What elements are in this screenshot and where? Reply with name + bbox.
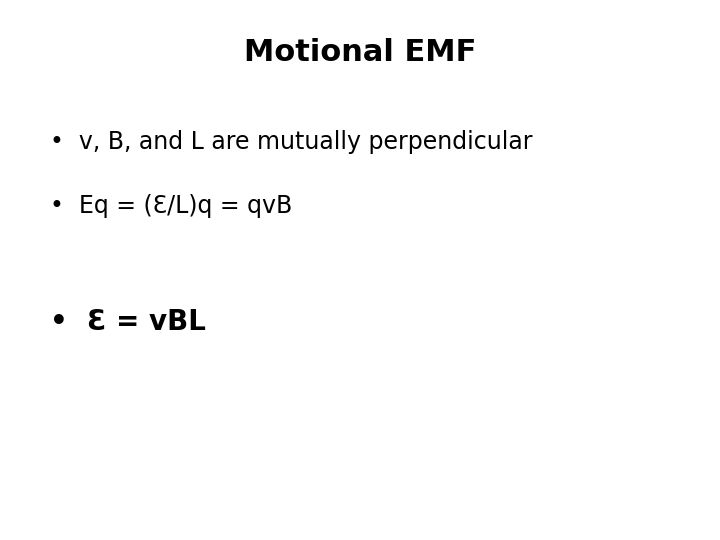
Text: Motional EMF: Motional EMF <box>244 38 476 67</box>
Text: •  v, B, and L are mutually perpendicular: • v, B, and L are mutually perpendicular <box>50 130 533 153</box>
Text: •  Eq = (Ɛ/L)q = qvB: • Eq = (Ɛ/L)q = qvB <box>50 194 292 218</box>
Text: •  Ɛ = vBL: • Ɛ = vBL <box>50 308 206 336</box>
